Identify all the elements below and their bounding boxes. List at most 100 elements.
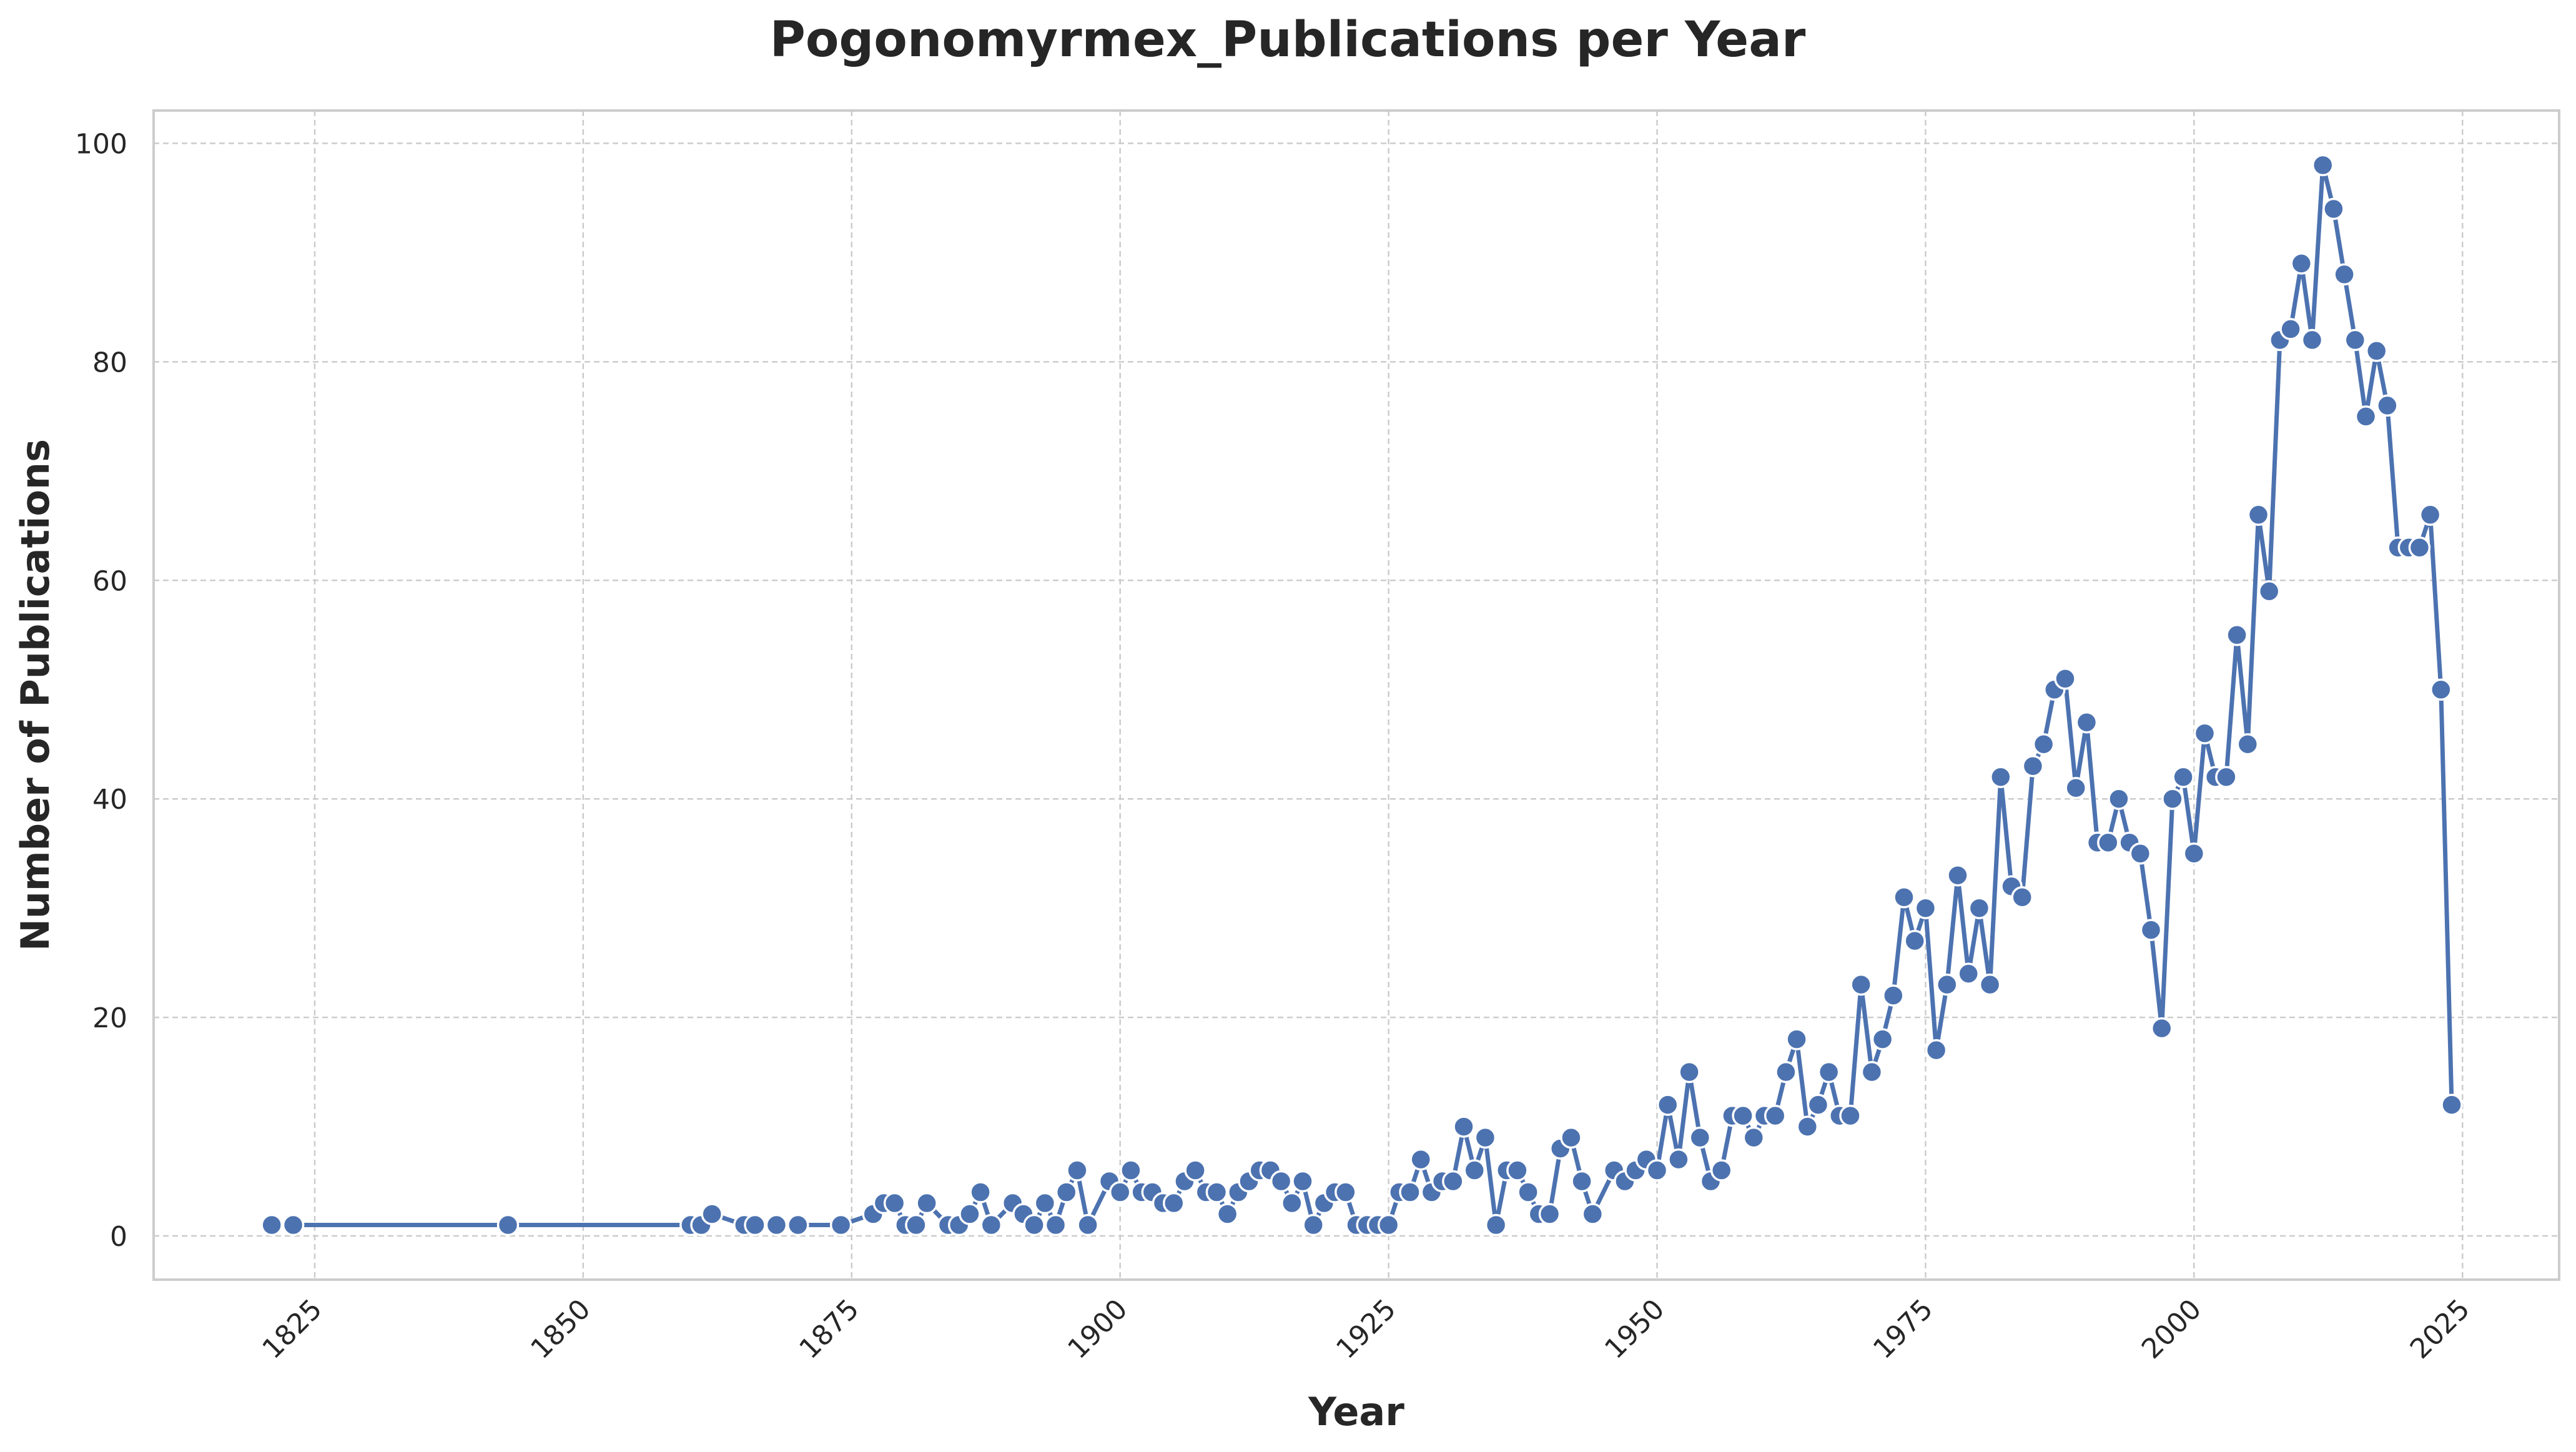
- x-tick-label: 1850: [525, 1293, 596, 1365]
- data-point: [1571, 1170, 1593, 1193]
- data-point: [1484, 1213, 1508, 1237]
- data-point: [1903, 929, 1926, 952]
- data-point: [1990, 766, 2012, 788]
- data-point: [1957, 962, 1980, 985]
- x-tick-label: 2025: [2404, 1293, 2476, 1365]
- data-point: [1538, 1203, 1561, 1225]
- data-point: [2440, 1094, 2463, 1116]
- data-point: [2172, 766, 2194, 788]
- data-point: [1775, 1060, 1797, 1084]
- data-point: [883, 1192, 906, 1215]
- x-tick-label: 1875: [793, 1293, 865, 1365]
- data-point: [2279, 318, 2302, 340]
- data-point: [282, 1213, 305, 1237]
- data-point: [2097, 831, 2120, 854]
- data-point: [2247, 503, 2270, 526]
- y-tick-label: 20: [92, 1002, 127, 1034]
- data-point: [2021, 754, 2045, 778]
- x-tick-label: 1975: [1867, 1293, 1939, 1365]
- y-axis-label: Number of Publications: [12, 439, 58, 951]
- data-point: [905, 1213, 927, 1237]
- data-point: [1807, 1094, 1830, 1116]
- data-point: [915, 1192, 938, 1215]
- data-point: [1184, 1159, 1207, 1182]
- data-point: [1871, 1028, 1894, 1050]
- data-point: [765, 1213, 788, 1237]
- data-point: [1742, 1126, 1765, 1149]
- data-point: [744, 1213, 766, 1237]
- data-point: [1764, 1104, 1787, 1127]
- data-point: [1968, 897, 1991, 919]
- data-point: [1947, 864, 1969, 887]
- data-point: [2376, 394, 2399, 417]
- y-tick-label: 60: [92, 565, 127, 597]
- data-point: [1667, 1148, 1690, 1171]
- data-point: [496, 1213, 520, 1237]
- x-tick-label: 1925: [1330, 1293, 1402, 1365]
- data-point: [2215, 766, 2238, 788]
- data-point: [980, 1213, 1003, 1237]
- data-point: [1055, 1181, 1078, 1203]
- data-point: [1850, 973, 1872, 996]
- y-tick-label: 100: [75, 128, 127, 160]
- data-point: [2333, 263, 2356, 286]
- data-point: [969, 1181, 992, 1203]
- data-point: [1656, 1094, 1679, 1116]
- data-point: [2226, 624, 2248, 646]
- x-tick-label: 2000: [2136, 1293, 2208, 1365]
- data-point: [1453, 1115, 1475, 1138]
- data-point: [1108, 1181, 1132, 1203]
- data-point: [2290, 252, 2313, 275]
- data-point: [1399, 1181, 1421, 1203]
- y-tick-label: 0: [110, 1221, 127, 1253]
- grid: [154, 111, 2559, 1280]
- data-point: [1710, 1159, 1733, 1182]
- data-point: [1044, 1213, 1067, 1237]
- data-point: [2354, 405, 2377, 428]
- data-point: [1817, 1060, 1840, 1084]
- data-point: [1034, 1192, 1057, 1215]
- data-point: [2236, 733, 2259, 756]
- chart-title: Pogonomyrmex_Publications per Year: [770, 12, 1806, 68]
- data-point: [2419, 503, 2442, 526]
- data-point: [2075, 711, 2098, 734]
- data-point: [1860, 1060, 1883, 1084]
- data-point: [1281, 1192, 1303, 1215]
- series-publications: [260, 154, 2463, 1237]
- data-point: [1517, 1181, 1539, 1203]
- data-point: [1678, 1060, 1700, 1084]
- data-point: [2129, 842, 2152, 865]
- data-point: [1882, 984, 1905, 1007]
- data-point: [1463, 1159, 1486, 1182]
- data-point: [2065, 776, 2087, 799]
- y-tick-label: 80: [92, 347, 127, 378]
- series-line: [269, 163, 2454, 1227]
- data-point: [1560, 1126, 1582, 1149]
- data-point: [2139, 919, 2163, 941]
- x-tick-label: 1900: [1062, 1293, 1133, 1365]
- data-point: [1335, 1181, 1357, 1203]
- data-point: [2161, 788, 2184, 810]
- data-point: [1581, 1203, 1604, 1225]
- data-point: [1978, 973, 2001, 996]
- data-point: [260, 1213, 283, 1237]
- data-point: [2258, 580, 2281, 603]
- data-point: [787, 1213, 809, 1237]
- data-point: [1409, 1148, 1432, 1171]
- data-point: [1936, 973, 1958, 996]
- data-point: [1689, 1126, 1712, 1149]
- data-point: [2301, 328, 2324, 352]
- data-point: [2054, 668, 2076, 690]
- data-point: [1216, 1203, 1239, 1225]
- data-point: [2183, 842, 2206, 865]
- data-point: [1893, 886, 1915, 909]
- data-point: [1914, 897, 1937, 919]
- data-point: [701, 1203, 723, 1225]
- plot-frame: [152, 109, 2560, 1281]
- x-tick-label: 1950: [1599, 1293, 1670, 1365]
- data-point: [1839, 1104, 1862, 1127]
- x-tick-label: 1825: [256, 1293, 328, 1365]
- data-point: [1066, 1159, 1088, 1182]
- y-tick-label: 40: [92, 784, 127, 816]
- data-point: [1077, 1213, 1099, 1237]
